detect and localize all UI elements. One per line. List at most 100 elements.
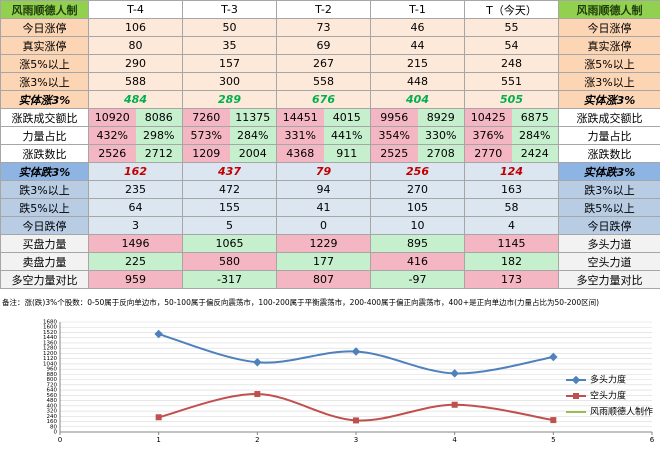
table-row: 今日跌停 3 5 0 10 4 今日跌停 [0,216,660,235]
value: 10920 [89,109,136,126]
row-label: 涨跌成交额比 [0,108,89,127]
pair-cell: 2526 2712 [88,144,183,163]
x-tick-label: 3 [354,436,358,444]
y-tick-label: 1040 [43,361,57,367]
value: 7260 [183,109,230,126]
value-cell: 256 [370,162,465,181]
value-cell: 79 [276,162,371,181]
y-tick-label: 1360 [43,340,57,346]
value: 432% [89,127,136,144]
table-row: 实体跌3% 162 437 79 256 124 实体跌3% [0,162,660,181]
pair-cell: 9956 8929 [370,108,465,127]
value-cell: 177 [276,252,371,271]
value-cell: 1145 [464,234,559,253]
value: 2424 [511,145,558,162]
value-cell: 73 [276,18,371,37]
value-cell: 157 [182,54,277,73]
value-cell: 300 [182,72,277,91]
value-cell: 215 [370,54,465,73]
y-tick-label: 1680 [43,320,57,326]
value-cell: 267 [276,54,371,73]
marker [253,358,262,367]
value-cell: 173 [464,270,559,289]
marker [549,352,558,362]
pair-cell: 10425 6875 [464,108,559,127]
value-cell: 0 [276,216,371,235]
y-tick-label: 720 [47,382,58,388]
x-tick-label: 1 [156,436,160,444]
table-row: 涨跌成交额比 10920 8086 7260 11375 14451 4015 9956 892… [0,108,660,127]
pair: 331% 441% [277,127,370,144]
value-cell: 1496 [88,234,183,253]
y-tick-label: 0 [54,430,58,436]
marker [351,347,361,356]
value: 14451 [277,109,324,126]
value-cell: 558 [276,72,371,91]
value-cell: 404 [370,90,465,109]
table-row: 跌5%以上 64 155 41 105 58 跌5%以上 [0,198,660,217]
marker [450,369,459,378]
table-row: 实体涨3% 484 289 676 404 505 实体涨3% [0,90,660,109]
header-cell: T-3 [182,0,277,19]
row-label-right: 跌5%以上 [558,198,660,217]
value-cell: 41 [276,198,371,217]
value-cell: 4 [464,216,559,235]
value: 2004 [229,145,276,162]
y-tick-label: 560 [47,393,58,399]
value: 9956 [371,109,418,126]
value-cell: 162 [88,162,183,181]
pair-cell: 10920 8086 [88,108,183,127]
value: 284% [229,127,276,144]
value-cell: 106 [88,18,183,37]
value-cell: 551 [464,72,559,91]
pair-cell: 573% 284% [182,126,277,145]
row-label-right: 今日跌停 [558,216,660,235]
value: 1209 [183,145,230,162]
pair-cell: 354% 330% [370,126,465,145]
row-label-right: 实体跌3% [558,162,660,181]
value-cell: 55 [464,18,559,37]
row-label-right: 力量占比 [558,126,660,145]
header-cell: 风雨顺德人制 [0,0,89,19]
value: 8929 [417,109,464,126]
legend-label: 风雨顺德人制作 [590,406,653,418]
x-tick-label: 6 [650,436,655,444]
value: 573% [183,127,230,144]
pair: 2526 2712 [89,145,182,162]
table-row: 涨跌数比 2526 2712 1209 2004 4368 911 2525 2708 2770 2… [0,144,660,163]
row-label: 真实涨停 [0,36,89,55]
header-cell: T-4 [88,0,183,19]
value-cell: 437 [182,162,277,181]
value-cell: 472 [182,180,277,199]
value-cell: 676 [276,90,371,109]
legend-marker [571,375,581,385]
value-cell: 35 [182,36,277,55]
value: 2526 [89,145,136,162]
y-tick-label: 640 [47,388,58,394]
row-label: 跌5%以上 [0,198,89,217]
y-tick-label: 800 [47,377,58,383]
row-label: 涨跌数比 [0,144,89,163]
x-tick-label: 0 [58,436,62,444]
value: 911 [323,145,370,162]
row-label-right: 跌3%以上 [558,180,660,199]
legend-marker [573,393,579,399]
pair: 573% 284% [183,127,276,144]
value-cell: 580 [182,252,277,271]
value-cell: 124 [464,162,559,181]
value: 330% [417,127,464,144]
value-cell: 5 [182,216,277,235]
value-cell: 959 [88,270,183,289]
y-tick-label: 960 [47,367,58,373]
marker [154,329,163,339]
y-tick-label: 80 [50,424,57,430]
row-label-right: 多头力道 [558,234,660,253]
y-tick-label: 400 [47,403,58,409]
pair-cell: 4368 911 [276,144,371,163]
value-cell: 64 [88,198,183,217]
row-label-right: 实体涨3% [558,90,660,109]
legend-label: 多头力度 [590,374,626,386]
value: 284% [511,127,558,144]
pair: 376% 284% [465,127,558,144]
